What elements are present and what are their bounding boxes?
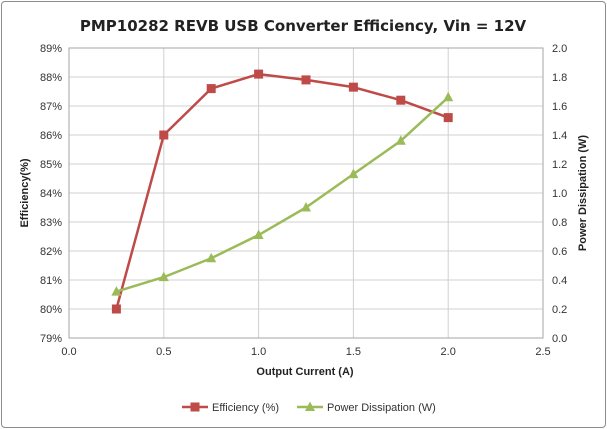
legend-label: Efficiency (%) — [212, 402, 279, 414]
x-tick-label: 2.5 — [535, 346, 550, 358]
legend-marker — [190, 402, 200, 412]
data-point — [348, 168, 359, 179]
y-axis-ticks: 79% 80% 81% 82% 83% 84% 85% 86% 87% 88% 89% — [40, 43, 62, 345]
data-point — [254, 69, 264, 79]
y-tick-label: 85% — [40, 159, 62, 171]
data-point — [111, 286, 122, 296]
x-axis-label: Output Current (A) — [256, 366, 353, 378]
y-tick-label: 79% — [40, 333, 62, 345]
y-tick-label: 84% — [40, 188, 62, 200]
x-tick-label: 1.5 — [346, 346, 361, 358]
legend-marker — [305, 401, 315, 411]
y2-tick-label: 2.0 — [552, 43, 567, 55]
y2-axis-label: Power Dissipation (W) — [577, 135, 589, 251]
series-layer — [111, 69, 454, 314]
y2-tick-label: 0.2 — [552, 304, 567, 316]
data-point — [301, 75, 311, 85]
power-dissipation-series — [111, 91, 454, 296]
x-tick-label: 0.0 — [61, 346, 76, 358]
y-tick-label: 87% — [40, 101, 62, 113]
data-point — [348, 82, 358, 92]
plot-area-border — [68, 47, 544, 339]
data-point — [396, 95, 406, 105]
legend-item: Power Dissipation (W) — [297, 401, 436, 414]
data-point — [443, 113, 453, 123]
legend-label: Power Dissipation (W) — [327, 402, 436, 414]
x-tick-label: 2.0 — [441, 346, 456, 358]
y2-tick-label: 1.4 — [552, 130, 567, 142]
y-tick-label: 80% — [40, 304, 62, 316]
y2-tick-label: 1.0 — [552, 188, 567, 200]
y2-tick-label: 0.8 — [552, 217, 567, 229]
y2-tick-label: 1.8 — [552, 72, 567, 84]
data-point — [206, 84, 216, 94]
gridlines — [68, 47, 544, 339]
data-point — [443, 91, 454, 102]
y-tick-label: 82% — [40, 246, 62, 258]
data-point — [206, 252, 217, 263]
chart-title: PMP10282 REVB USB Converter Efficiency, … — [80, 17, 527, 35]
plot-area-rect — [68, 47, 544, 339]
x-tick-label: 1.0 — [251, 346, 266, 358]
data-point — [111, 304, 121, 314]
y2-axis-ticks: 0.0 0.2 0.4 0.6 0.8 1.0 1.2 1.4 1.6 1.8 2.0 — [552, 43, 567, 345]
data-point — [159, 130, 169, 140]
y-tick-label: 86% — [40, 130, 62, 142]
legend: Efficiency (%) Power Dissipation (W) — [182, 401, 436, 414]
data-point — [253, 229, 264, 240]
y2-tick-label: 0.6 — [552, 246, 567, 258]
data-point — [301, 202, 311, 212]
series-line — [115, 72, 449, 310]
y2-tick-label: 0.4 — [552, 275, 567, 287]
x-axis-ticks: 0.0 0.5 1.0 1.5 2.0 2.5 — [61, 346, 550, 358]
y-tick-label: 88% — [40, 72, 62, 84]
y-axis-label: Efficiency(%) — [19, 158, 31, 227]
efficiency-series — [111, 69, 453, 314]
y2-tick-label: 1.6 — [552, 101, 567, 113]
y-tick-label: 89% — [40, 43, 62, 55]
data-point — [158, 271, 169, 282]
series-line — [116, 96, 450, 293]
y-tick-label: 81% — [40, 275, 62, 287]
data-point — [395, 135, 406, 145]
y-tick-label: 83% — [40, 217, 62, 229]
x-tick-label: 0.5 — [156, 346, 171, 358]
legend-item: Efficiency (%) — [182, 402, 279, 414]
y2-tick-label: 0.0 — [552, 333, 567, 345]
y2-tick-label: 1.2 — [552, 159, 567, 171]
